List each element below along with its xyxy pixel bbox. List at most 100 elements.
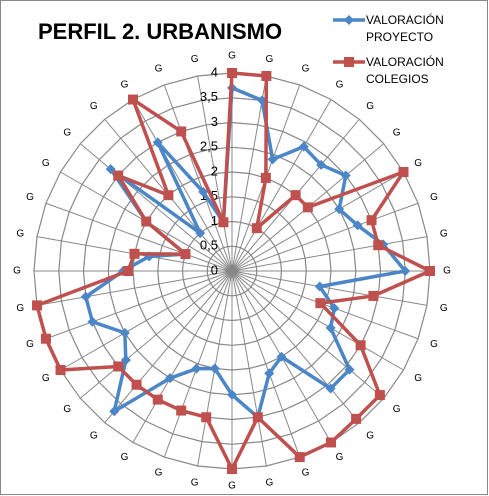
grid-ring (82, 121, 382, 421)
category-label: G (42, 373, 50, 384)
marker (344, 364, 355, 375)
marker (40, 333, 51, 344)
marker (120, 355, 131, 366)
category-label: G (63, 404, 71, 415)
legend-marker (344, 57, 354, 67)
marker (252, 412, 263, 423)
category-label: G (366, 430, 374, 441)
category-label: G (90, 430, 98, 441)
marker (180, 249, 191, 260)
marker (267, 154, 278, 165)
category-label: G (16, 228, 24, 239)
grid-ring (181, 220, 283, 322)
marker (276, 351, 287, 362)
marker (123, 266, 134, 276)
marker (163, 190, 174, 201)
marker (316, 159, 327, 170)
category-label: G (430, 192, 438, 203)
marker (113, 361, 124, 372)
category-label: G (155, 64, 163, 75)
category-label: G (13, 266, 21, 277)
r-tick-label: 2,5 (200, 139, 218, 154)
marker (355, 340, 366, 351)
r-tick-label: 1 (211, 213, 218, 228)
marker (218, 217, 229, 228)
category-label: G (393, 404, 401, 415)
marker (260, 172, 271, 183)
category-label: G (121, 452, 129, 463)
category-label: G (265, 477, 273, 488)
marker (425, 266, 435, 276)
category-label: G (336, 79, 344, 90)
marker (80, 291, 91, 302)
r-tick-label: 3,5 (200, 89, 218, 104)
category-label: G (440, 228, 448, 239)
marker (201, 412, 212, 423)
category-label: G (336, 452, 344, 463)
marker (113, 170, 124, 181)
marker (373, 240, 384, 251)
marker (227, 389, 237, 400)
marker (374, 390, 385, 401)
legend-label: VALORACIÓN COLEGIOS (366, 55, 444, 86)
marker (352, 220, 363, 231)
marker (298, 141, 309, 152)
grid-ring (206, 245, 258, 297)
marker (368, 290, 379, 301)
category-label: G (414, 158, 422, 169)
category-label: G (302, 468, 310, 479)
marker (128, 94, 138, 105)
marker (366, 215, 377, 226)
marker (109, 406, 120, 417)
marker (302, 202, 313, 213)
legend-label: VALORACIÓN PROYECTO (366, 13, 444, 44)
category-label: G (366, 101, 374, 112)
marker (315, 298, 326, 309)
marker (198, 186, 209, 197)
marker (351, 413, 362, 424)
r-tick-label: 0 (211, 262, 218, 277)
marker (294, 452, 305, 463)
r-tick-label: 4 (211, 64, 218, 79)
marker (152, 394, 163, 405)
marker (209, 363, 220, 374)
chart-title: PERFIL 2. URBANISMO (38, 19, 282, 44)
grid-ring (157, 196, 307, 346)
marker (105, 164, 116, 175)
category-label: G (121, 79, 129, 90)
category-label: G (63, 127, 71, 138)
category-label: G (90, 101, 98, 112)
category-label: G (16, 303, 24, 314)
marker (191, 363, 202, 374)
marker (334, 204, 345, 215)
marker (251, 223, 262, 234)
category-label: G (302, 64, 310, 75)
marker (325, 383, 336, 394)
category-label: G (191, 477, 199, 488)
marker (195, 228, 206, 239)
marker (326, 437, 336, 448)
marker (152, 137, 163, 148)
legend-marker (344, 15, 354, 25)
category-label: G (430, 339, 438, 350)
category-label: G (265, 54, 273, 65)
category-label: G (393, 127, 401, 138)
category-label: G (228, 481, 236, 492)
r-tick-label: 2 (211, 163, 218, 178)
r-tick-label: 3 (211, 114, 218, 129)
marker (87, 316, 98, 327)
category-label: G (191, 54, 199, 65)
marker (176, 126, 187, 137)
marker (325, 322, 336, 333)
marker (398, 167, 409, 177)
marker (176, 405, 187, 416)
marker (32, 300, 43, 311)
category-label: G (42, 158, 50, 169)
marker (264, 368, 275, 379)
grid-ring (58, 97, 406, 445)
category-label: G (440, 303, 448, 314)
marker (227, 68, 237, 78)
marker (129, 248, 140, 259)
